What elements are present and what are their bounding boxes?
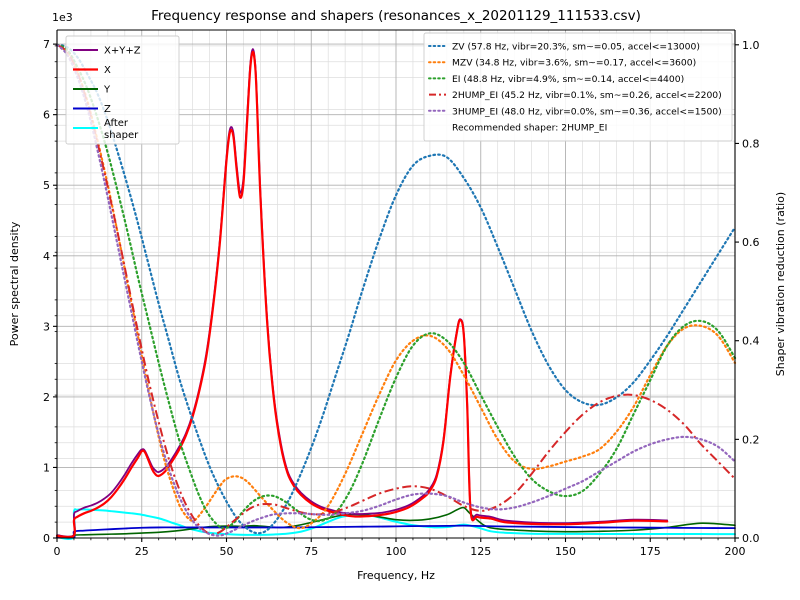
shaper-curve-3hump-ei (55, 43, 737, 537)
legend-left-label-after-shaper-2: shaper (104, 130, 139, 141)
ytick-right-label: 0.6 (742, 236, 760, 249)
y-axis-label-right: Shaper vibration reduction (ratio) (774, 192, 787, 376)
legend-right-box (423, 32, 733, 142)
ytick-label: 2 (43, 391, 50, 404)
legend-left-label-x-y-z: X+Y+Z (104, 46, 141, 57)
legend-right-label-zv: ZV (57.8 Hz, vibr=20.3%, sm~=0.05, accel… (452, 42, 700, 53)
legend-right-label-mzv: MZV (34.8 Hz, vibr=3.6%, sm~=0.17, accel… (452, 58, 696, 69)
xtick-label: 50 (220, 545, 234, 558)
ytick-label: 5 (43, 179, 50, 192)
ytick-label: 7 (43, 38, 50, 51)
y-axis-offset-text: 1e3 (52, 11, 73, 24)
legend-left-label-x: X (104, 65, 111, 76)
xtick-label: 125 (470, 545, 491, 558)
x-axis-label: Frequency, Hz (357, 569, 435, 582)
shaper-curve-zv (55, 43, 737, 535)
psd-curve-x (55, 50, 669, 539)
chart-title: Frequency response and shapers (resonanc… (151, 8, 641, 24)
xtick-label: 25 (135, 545, 149, 558)
ytick-right-label: 1.0 (742, 39, 760, 52)
xtick-label: 75 (304, 545, 318, 558)
legend-left-label-y: Y (103, 85, 111, 96)
legend-right-label-ei: EI (48.8 Hz, vibr=4.9%, sm~=0.14, accel<… (452, 74, 684, 85)
ytick-right-label: 0.8 (742, 137, 760, 150)
ytick-right-label: 0.0 (742, 532, 760, 545)
xtick-label: 100 (386, 545, 407, 558)
shaper-curve-2hump-ei (56, 43, 736, 536)
xtick-label: 0 (54, 545, 61, 558)
ytick-right-label: 0.4 (742, 335, 760, 348)
legend-left-box (65, 35, 180, 145)
shaper-curve-ei (55, 43, 737, 530)
xtick-label: 200 (725, 545, 746, 558)
psd-curve-z (56, 524, 736, 539)
ytick-label: 0 (43, 532, 50, 545)
legend-right-label-2hump-ei: 2HUMP_EI (45.2 Hz, vibr=0.1%, sm~=0.26, … (452, 90, 722, 101)
ytick-label: 6 (43, 109, 50, 122)
legend-right-label-3hump-ei: 3HUMP_EI (48.0 Hz, vibr=0.0%, sm~=0.36, … (452, 106, 722, 117)
xtick-label: 175 (640, 545, 661, 558)
psd-curve-after-shaper (56, 508, 736, 540)
ytick-right-label: 0.2 (742, 433, 760, 446)
xtick-label: 150 (555, 545, 576, 558)
legend-left-label-after-shaper: After (104, 118, 129, 129)
ytick-label: 3 (43, 320, 50, 333)
legend-right-recommendation: Recommended shaper: 2HUMP_EI (452, 123, 607, 134)
legend-left-label-z: Z (104, 104, 111, 115)
ytick-label: 4 (43, 250, 50, 263)
y-axis-label: Power spectral density (8, 221, 21, 346)
ytick-label: 1 (43, 461, 50, 474)
